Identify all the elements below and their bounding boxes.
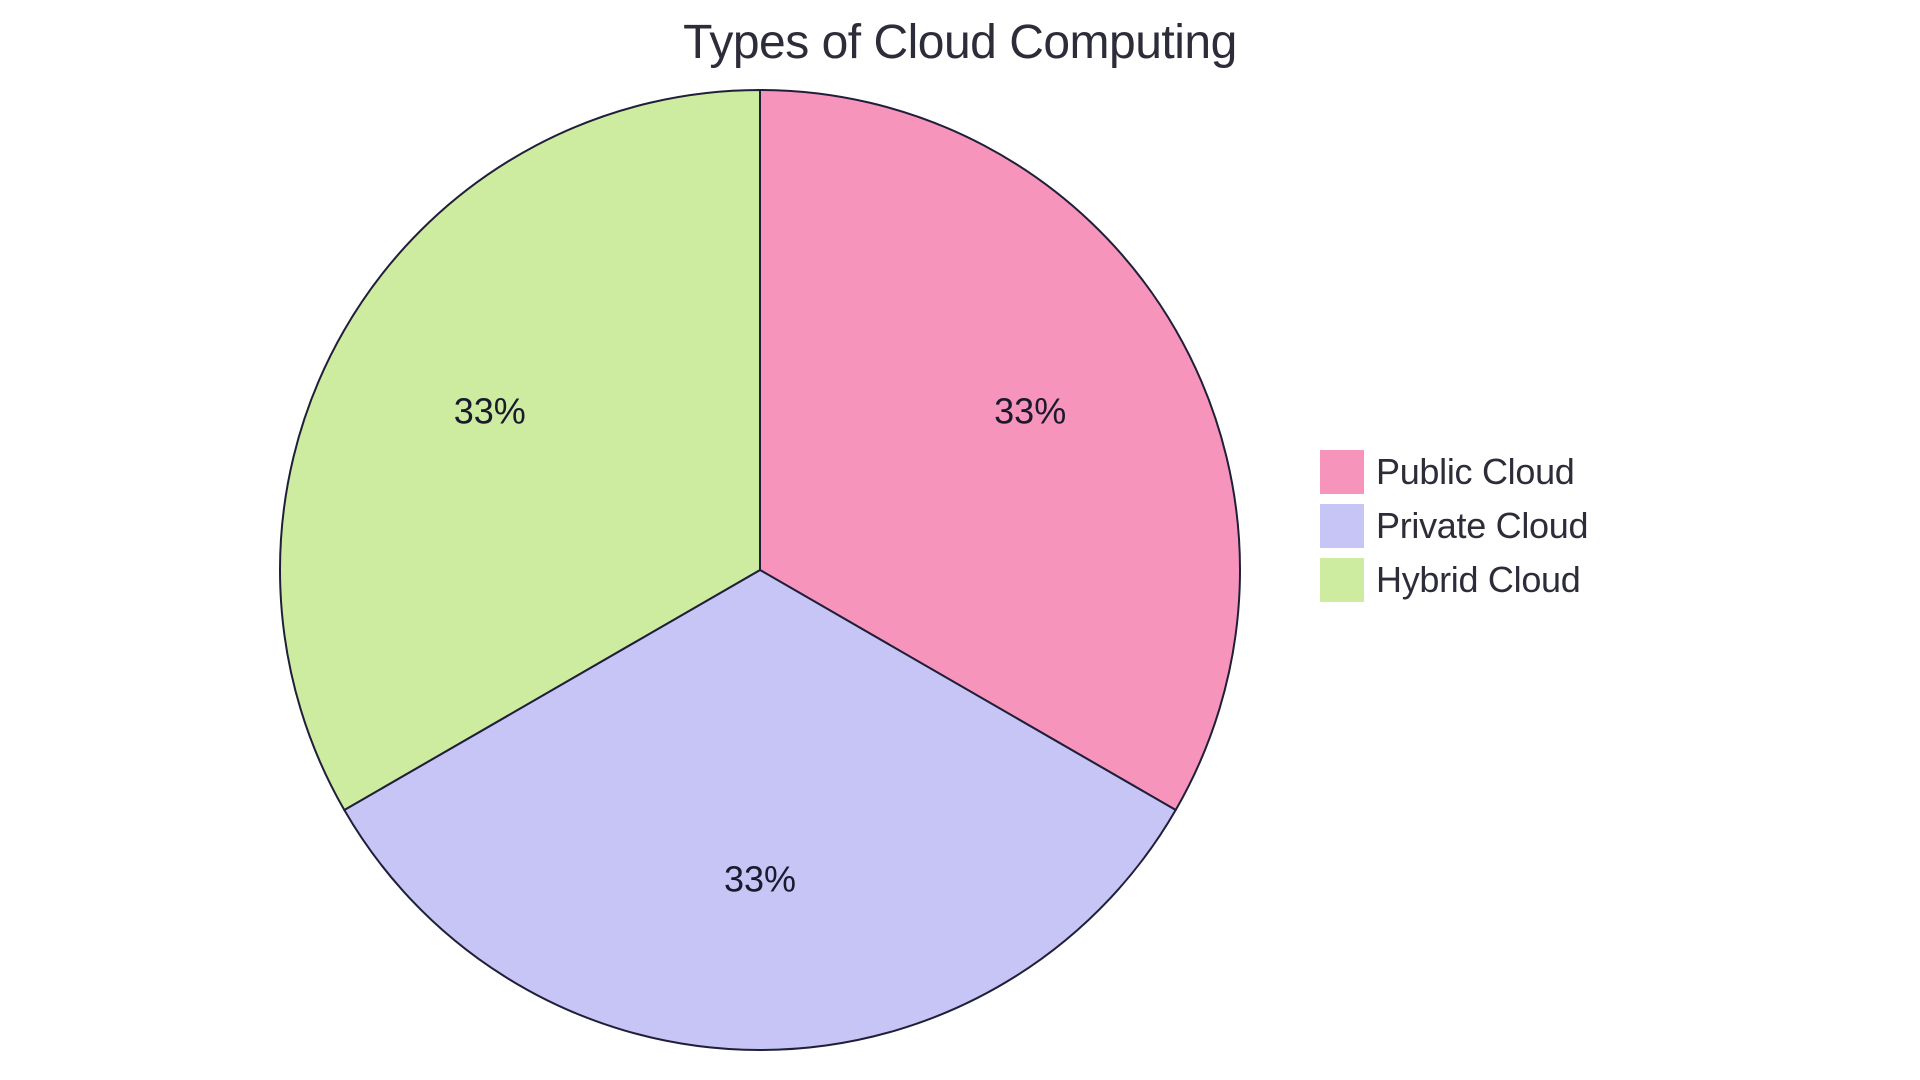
legend: Public Cloud Private Cloud Hybrid Cloud: [1320, 450, 1588, 602]
legend-item-0: Public Cloud: [1320, 450, 1588, 494]
legend-label-1: Private Cloud: [1376, 505, 1588, 547]
legend-label-2: Hybrid Cloud: [1376, 559, 1581, 601]
pie-slice-label-0: 33%: [994, 391, 1066, 432]
chart-container: Types of Cloud Computing 33% 33% 33% Publi…: [0, 0, 1920, 1080]
legend-label-0: Public Cloud: [1376, 451, 1575, 493]
legend-swatch-2: [1320, 558, 1364, 602]
legend-swatch-1: [1320, 504, 1364, 548]
pie-chart: 33% 33% 33%: [260, 80, 1260, 1080]
chart-title: Types of Cloud Computing: [683, 15, 1237, 70]
legend-item-1: Private Cloud: [1320, 504, 1588, 548]
pie-slice-label-1: 33%: [724, 859, 796, 900]
pie-slice-label-2: 33%: [454, 391, 526, 432]
legend-item-2: Hybrid Cloud: [1320, 558, 1588, 602]
legend-swatch-0: [1320, 450, 1364, 494]
